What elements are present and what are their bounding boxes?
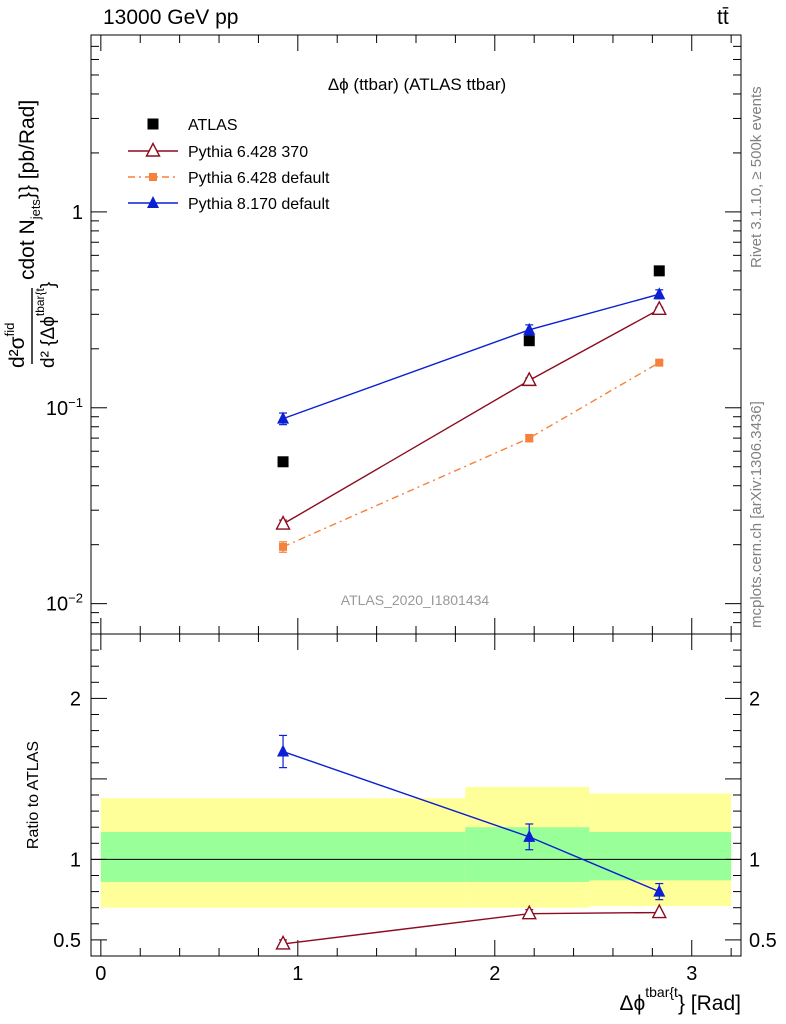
legend-marker-pythia-8-170-default xyxy=(147,196,159,208)
legend-label-pythia-6-428-370: Pythia 6.428 370 xyxy=(188,144,308,161)
band-inner-2 xyxy=(589,832,732,881)
main-atlas-point xyxy=(523,335,535,347)
main-pythia-8-170-default-point xyxy=(277,411,290,424)
main-pythia-6-428-default-point xyxy=(525,434,534,443)
x-tick-label: 3 xyxy=(686,963,697,985)
y-label-denominator: d² {Δϕtbar{t} xyxy=(33,282,59,368)
ratio-y-tick-label: 0.5 xyxy=(53,930,81,952)
ratio-pythia-8-170-default-point xyxy=(523,829,536,842)
x-tick-label: 0 xyxy=(95,963,106,985)
y-label-tail: cdot Njets}} [pb/Rad] xyxy=(16,100,43,280)
ratio-y-axis-label: Ratio to ATLAS xyxy=(25,741,42,849)
x-tick-label: 2 xyxy=(489,963,500,985)
legend-marker-pythia-6-428-370 xyxy=(145,141,161,157)
legend-label-pythia-8-170-default: Pythia 8.170 default xyxy=(188,196,330,213)
ratio-pythia-6-428-370-line xyxy=(282,911,660,945)
ratio-pythia-8-170-default-point xyxy=(277,744,290,757)
main-pythia-6-428-370-point xyxy=(651,300,667,316)
main-pythia-6-428-370-point xyxy=(275,515,291,530)
main-pythia-6-428-370-line xyxy=(282,308,660,525)
main-pythia-6-428-370-point xyxy=(521,371,537,387)
y-axis-label: d²σfid d² {Δϕtbar{t}cdot Njets}} [pb/Rad] xyxy=(2,100,59,368)
main-atlas-point xyxy=(277,456,289,468)
main-pythia-8-170-default-point xyxy=(523,322,536,335)
main-pythia-8-170-default-line xyxy=(282,293,660,420)
ratio-y-tick-label: 1 xyxy=(70,849,81,871)
legend-marker-atlas xyxy=(147,118,159,130)
main-pythia-6-428-default-point xyxy=(279,542,288,551)
y-tick-label: 1 xyxy=(72,202,83,224)
ratio-pythia-6-428-370-point xyxy=(521,904,537,920)
ratio-y-tick-label: 2 xyxy=(70,688,81,710)
ratio-pythia-8-170-default-point xyxy=(653,884,666,897)
legend-marker-pythia-6-428-default xyxy=(149,173,157,181)
plot-title: Δϕ (ttbar) (ATLAS ttbar) xyxy=(328,75,506,94)
y-tick-label: 10−1 xyxy=(46,395,83,420)
ratio-y-tick-label-right: 2 xyxy=(749,688,760,710)
x-axis-label: Δϕtbar{t} [Rad] xyxy=(619,984,741,1015)
ratio-y-tick-label-right: 0.5 xyxy=(749,930,777,952)
y-tick-label: 10−2 xyxy=(46,591,83,616)
x-tick-label: 1 xyxy=(292,963,303,985)
legend-label-atlas: ATLAS xyxy=(188,117,238,134)
ratio-y-tick-label-right: 1 xyxy=(749,849,760,871)
y-label-numerator: d²σfid xyxy=(2,323,29,368)
header-right-label: tt̄ xyxy=(717,6,729,29)
main-pythia-6-428-default-point xyxy=(655,358,664,367)
main-atlas-point xyxy=(653,265,665,277)
watermark: ATLAS_2020_I1801434 xyxy=(341,592,490,608)
ratio-pythia-6-428-370-point xyxy=(651,903,667,919)
ratio-pythia-6-428-370-point xyxy=(275,934,291,950)
header-left-label: 13000 GeV pp xyxy=(103,6,239,29)
main-pythia-6-428-default-line xyxy=(282,362,660,548)
legend-label-pythia-6-428-default: Pythia 6.428 default xyxy=(188,170,330,187)
main-pythia-8-170-default-point xyxy=(653,287,666,300)
band-inner-0 xyxy=(100,832,466,882)
